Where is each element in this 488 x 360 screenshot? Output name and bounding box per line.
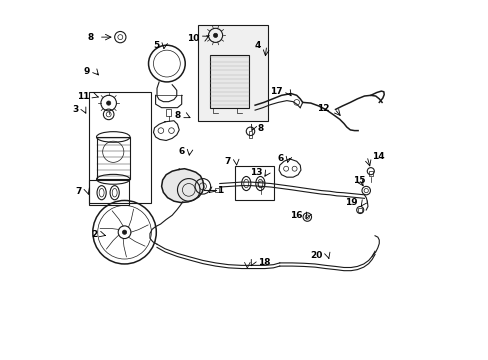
Text: 8: 8 — [257, 124, 264, 133]
Bar — [210, 55, 248, 108]
Ellipse shape — [210, 102, 248, 113]
Circle shape — [106, 101, 111, 105]
Bar — [214, 188, 218, 192]
Ellipse shape — [210, 49, 248, 60]
Text: 20: 20 — [310, 251, 322, 260]
Text: 1: 1 — [217, 186, 223, 195]
Bar — [88, 92, 151, 203]
Text: 17: 17 — [269, 87, 282, 96]
Bar — [198, 25, 267, 121]
Text: 19: 19 — [345, 198, 357, 207]
Text: 8: 8 — [87, 33, 93, 42]
Bar — [166, 109, 171, 117]
Text: 3: 3 — [72, 105, 79, 114]
Text: 6: 6 — [178, 147, 184, 156]
Text: 2: 2 — [91, 230, 97, 239]
Text: 13: 13 — [249, 168, 262, 177]
Text: 16: 16 — [289, 211, 302, 220]
Text: 11: 11 — [77, 91, 90, 100]
Text: 8: 8 — [174, 111, 181, 120]
Text: 15: 15 — [352, 176, 365, 185]
Text: 4: 4 — [255, 41, 261, 50]
Text: 14: 14 — [371, 152, 384, 161]
Bar — [234, 166, 274, 201]
Text: 5: 5 — [153, 41, 159, 50]
Bar — [97, 137, 130, 179]
Circle shape — [122, 230, 126, 234]
Bar — [89, 180, 128, 206]
Bar — [357, 208, 362, 212]
Text: 12: 12 — [316, 104, 328, 113]
Text: 6: 6 — [277, 154, 283, 163]
Bar — [248, 131, 252, 138]
Text: 7: 7 — [224, 157, 231, 166]
Polygon shape — [161, 169, 203, 203]
Text: 10: 10 — [186, 34, 199, 43]
Text: 18: 18 — [257, 258, 270, 267]
Text: 9: 9 — [83, 67, 90, 76]
Text: 7: 7 — [76, 187, 82, 196]
Circle shape — [213, 33, 217, 37]
Bar — [368, 171, 372, 176]
